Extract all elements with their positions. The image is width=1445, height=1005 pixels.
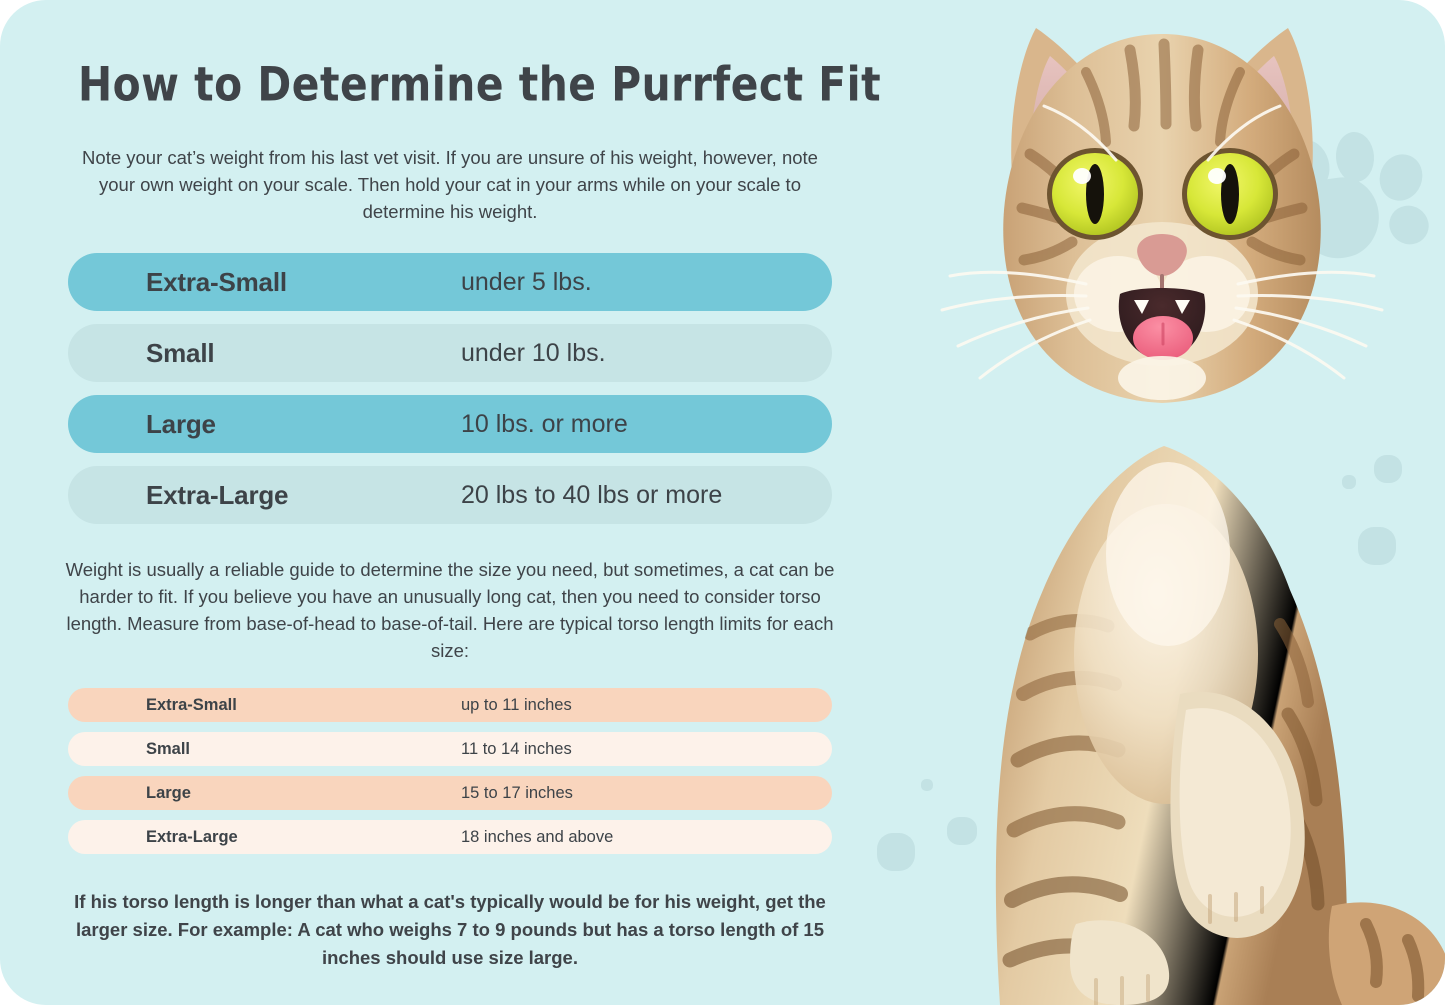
size-label: Small (146, 739, 191, 758)
size-label: Extra-Small (146, 695, 237, 714)
size-label: Large (146, 783, 191, 802)
size-value: 11 to 14 inches (461, 739, 572, 758)
table-row[interactable]: Extra-Large 18 inches and above (68, 820, 832, 854)
size-label: Large (146, 408, 216, 439)
size-label: Extra-Large (146, 479, 289, 510)
table-row[interactable]: Small under 10 lbs. (68, 324, 832, 382)
page-title: How to Determine the Purrfect Fit (78, 58, 882, 113)
table-row[interactable]: Extra-Small under 5 lbs. (68, 253, 832, 311)
size-value: 10 lbs. or more (461, 409, 628, 438)
size-label: Small (146, 337, 215, 368)
size-value: 20 lbs to 40 lbs or more (461, 480, 723, 509)
cat-photo (880, 0, 1445, 1005)
footer-paragraph: If his torso length is longer than what … (74, 891, 826, 969)
size-label: Extra-Small (146, 266, 287, 297)
size-value: 15 to 17 inches (461, 783, 573, 802)
torso-length-table: Extra-Small up to 11 inches Small 11 to … (68, 688, 832, 864)
weight-size-table: Extra-Small under 5 lbs. Small under 10 … (68, 253, 832, 537)
table-row[interactable]: Small 11 to 14 inches (68, 732, 832, 766)
table-row[interactable]: Large 10 lbs. or more (68, 395, 832, 453)
size-value: under 5 lbs. (461, 267, 592, 296)
table-row[interactable]: Extra-Large 20 lbs to 40 lbs or more (68, 466, 832, 524)
table-row[interactable]: Large 15 to 17 inches (68, 776, 832, 810)
size-label: Extra-Large (146, 827, 238, 846)
size-value: under 10 lbs. (461, 338, 606, 367)
size-value: 18 inches and above (461, 827, 614, 846)
content-column: How to Determine the Purrfect Fit Note y… (65, 58, 882, 969)
torso-intro-paragraph: Weight is usually a reliable guide to de… (65, 559, 835, 661)
table-row[interactable]: Extra-Small up to 11 inches (68, 688, 832, 722)
size-value: up to 11 inches (461, 695, 572, 714)
intro-paragraph: Note your cat’s weight from his last vet… (82, 147, 818, 222)
